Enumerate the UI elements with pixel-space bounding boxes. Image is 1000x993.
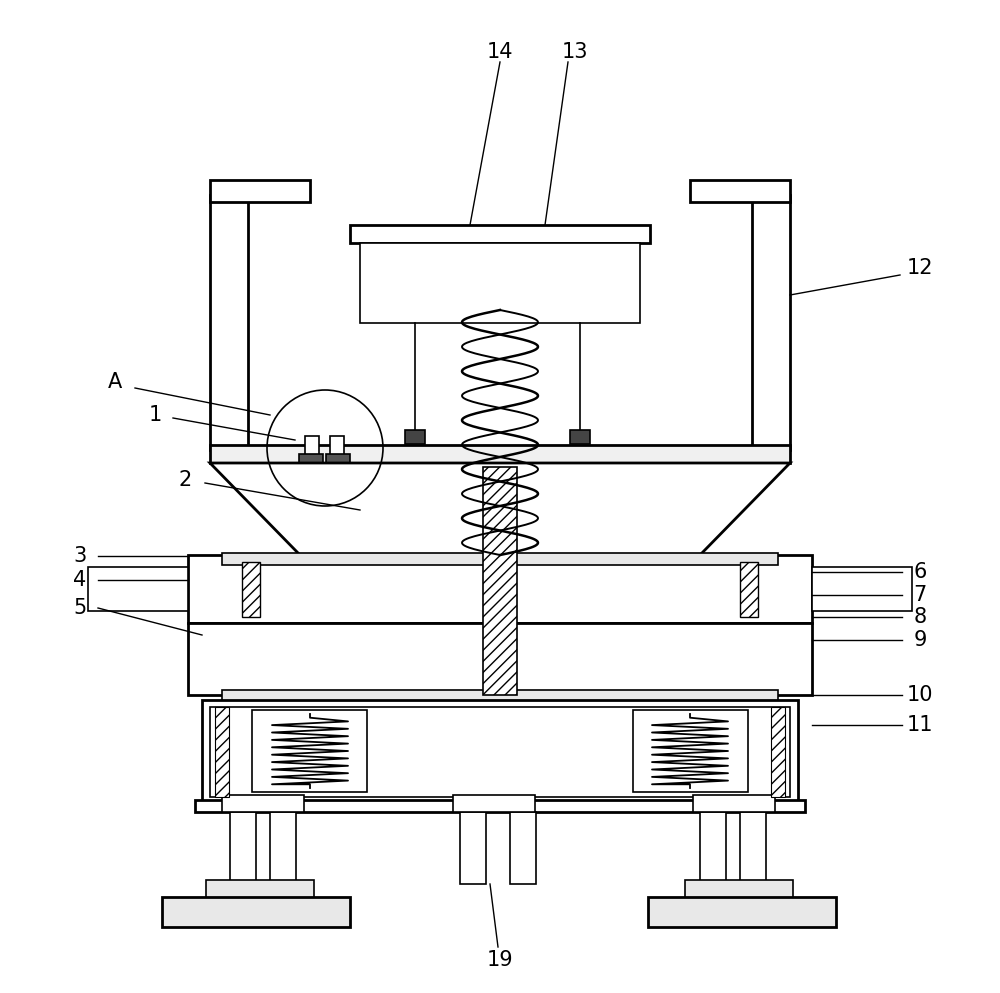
Text: 14: 14: [487, 42, 513, 62]
Text: 5: 5: [73, 598, 87, 618]
Text: 8: 8: [913, 607, 927, 627]
Bar: [230, 812, 256, 884]
Bar: [350, 225, 650, 243]
Bar: [215, 707, 229, 797]
Text: 1: 1: [148, 405, 162, 425]
Text: 7: 7: [913, 585, 927, 605]
Bar: [242, 562, 260, 617]
Bar: [252, 710, 367, 792]
Text: 2: 2: [178, 470, 192, 490]
Bar: [648, 897, 836, 927]
Bar: [685, 880, 793, 902]
Text: 9: 9: [913, 630, 927, 650]
Bar: [195, 800, 805, 812]
Bar: [210, 180, 310, 202]
Bar: [88, 567, 188, 611]
Text: 19: 19: [487, 950, 513, 970]
Text: 12: 12: [907, 258, 933, 278]
Bar: [188, 623, 812, 695]
Bar: [299, 454, 323, 466]
Bar: [690, 180, 790, 202]
Bar: [222, 690, 778, 702]
Bar: [270, 812, 296, 884]
Bar: [812, 567, 912, 611]
Bar: [405, 430, 425, 444]
Bar: [360, 243, 640, 323]
Bar: [633, 710, 748, 792]
Bar: [305, 436, 319, 456]
Bar: [460, 812, 486, 884]
Polygon shape: [210, 463, 790, 555]
Bar: [162, 897, 350, 927]
Bar: [693, 795, 775, 812]
Bar: [188, 555, 812, 623]
Text: A: A: [108, 372, 122, 392]
Bar: [740, 562, 758, 617]
Bar: [483, 467, 517, 695]
Bar: [210, 707, 790, 797]
Bar: [771, 707, 785, 797]
Bar: [202, 700, 798, 805]
Bar: [570, 430, 590, 444]
Text: 4: 4: [73, 570, 87, 590]
Bar: [700, 812, 726, 884]
Bar: [510, 812, 536, 884]
Bar: [752, 195, 790, 450]
Bar: [330, 436, 344, 456]
Text: 11: 11: [907, 715, 933, 735]
Text: 3: 3: [73, 546, 87, 566]
Bar: [210, 195, 248, 450]
Bar: [326, 454, 350, 466]
Bar: [222, 795, 304, 812]
Text: 13: 13: [562, 42, 588, 62]
Bar: [740, 812, 766, 884]
Bar: [222, 553, 778, 565]
Text: 10: 10: [907, 685, 933, 705]
Bar: [206, 880, 314, 902]
Bar: [210, 445, 790, 463]
Text: 6: 6: [913, 562, 927, 582]
Bar: [453, 795, 535, 812]
